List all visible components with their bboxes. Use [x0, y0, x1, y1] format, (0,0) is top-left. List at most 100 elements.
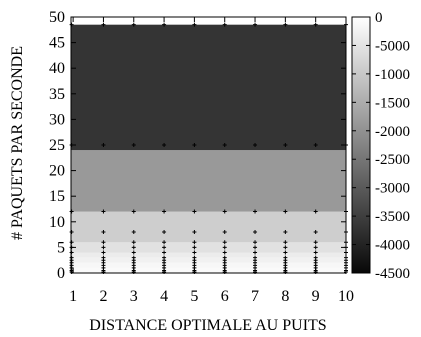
- y-tick-label: 15: [49, 188, 65, 205]
- sample-point: [101, 240, 106, 245]
- sample-point: [192, 22, 197, 27]
- sample-point: [131, 209, 136, 214]
- sample-point: [101, 245, 106, 250]
- colorbar-scale: [351, 16, 371, 274]
- sample-point: [69, 250, 74, 255]
- sample-point: [313, 245, 318, 250]
- heatmap-band: [71, 24, 346, 151]
- x-tick-label: 7: [251, 288, 259, 305]
- sample-point: [283, 22, 288, 27]
- y-tick-label: 30: [49, 111, 65, 128]
- colorbar-tick-label: -5000: [375, 38, 410, 54]
- heatmap-band: [71, 252, 346, 258]
- sample-point: [131, 143, 136, 147]
- sample-point: [222, 143, 227, 147]
- sample-point: [283, 240, 288, 245]
- sample-point: [283, 250, 288, 255]
- heatmap-band: [71, 262, 346, 268]
- sample-point: [192, 245, 197, 250]
- y-tick-label: 45: [49, 35, 65, 52]
- sample-point: [283, 245, 288, 250]
- sample-point: [222, 240, 227, 245]
- sample-point: [313, 230, 318, 235]
- y-tick-label: 10: [49, 214, 65, 231]
- heatmap-band: [71, 211, 346, 243]
- sample-point: [283, 230, 288, 235]
- sample-point: [253, 230, 258, 235]
- sample-point: [192, 255, 197, 260]
- x-tick-label: 2: [99, 288, 107, 305]
- colorbar-tick-label: -3000: [375, 181, 410, 197]
- sample-point: [222, 22, 227, 27]
- x-axis-ticks: 1 2 3 4 5 6 7 8 9 10: [69, 17, 354, 305]
- sample-point: [192, 143, 197, 147]
- sample-point: [101, 22, 106, 27]
- sample-point: [101, 250, 106, 255]
- sample-point: [313, 240, 318, 245]
- colorbar-tick-label: -2000: [375, 124, 410, 140]
- sample-point: [101, 143, 106, 147]
- sample-point: [131, 230, 136, 235]
- y-tick-label: 20: [49, 163, 65, 180]
- sample-point: [313, 22, 318, 27]
- sample-point: [192, 250, 197, 255]
- sample-point: [131, 22, 136, 27]
- sample-point: [131, 255, 136, 260]
- sample-point: [162, 255, 167, 260]
- sample-point: [253, 250, 258, 255]
- x-tick-label: 5: [190, 288, 198, 305]
- sample-point: [222, 255, 227, 260]
- y-tick-label: 40: [49, 60, 65, 77]
- sample-point: [313, 255, 318, 260]
- sample-point: [69, 22, 74, 27]
- heatmap-band: [71, 242, 346, 253]
- y-tick-label: 35: [49, 86, 65, 103]
- sample-point: [222, 250, 227, 255]
- colorbar: 0 -5000 -1000 -1500 -2000 -2500 -3000 -3500 -400…: [351, 10, 410, 282]
- sample-point: [69, 240, 74, 245]
- y-tick-label: 0: [57, 265, 65, 282]
- sample-point: [101, 209, 106, 214]
- sample-point: [283, 255, 288, 260]
- colorbar-tick-label: -2500: [375, 152, 410, 168]
- y-tick-label: 5: [57, 239, 65, 256]
- y-axis-ticks: 0 5 10 15 20 25 30 35 40 45 50: [49, 9, 346, 282]
- colorbar-tick-label: 0: [375, 10, 383, 26]
- x-tick-label: 3: [130, 288, 138, 305]
- sample-point: [162, 22, 167, 27]
- y-tick-label: 25: [49, 137, 65, 154]
- sample-point: [313, 143, 318, 147]
- y-axis-label: # PAQUETS PAR SECONDE: [9, 46, 26, 240]
- sample-point: [162, 245, 167, 250]
- sample-point: [253, 245, 258, 250]
- sample-point: [283, 143, 288, 147]
- sample-point: [162, 250, 167, 255]
- sample-point: [253, 22, 258, 27]
- sample-point: [162, 143, 167, 147]
- x-tick-label: 8: [281, 288, 289, 305]
- sample-point: [162, 240, 167, 245]
- sample-point: [101, 255, 106, 260]
- colorbar-tick-label: -1500: [375, 95, 410, 111]
- sample-point: [69, 230, 74, 235]
- x-tick-label: 9: [312, 288, 320, 305]
- sample-point: [162, 230, 167, 235]
- heatmap-band: [71, 257, 346, 263]
- colorbar-tick-label: -4500: [375, 266, 410, 282]
- y-tick-label: 50: [49, 9, 65, 26]
- sample-point: [69, 209, 74, 214]
- sample-point: [253, 255, 258, 260]
- colorbar-tick-label: -1000: [375, 67, 410, 83]
- sample-point: [192, 209, 197, 214]
- sample-point: [313, 250, 318, 255]
- heatmap-band: [71, 150, 346, 212]
- sample-point: [253, 209, 258, 214]
- sample-point: [192, 240, 197, 245]
- sample-point: [253, 240, 258, 245]
- heatmap-band: [71, 267, 346, 273]
- sample-point: [222, 230, 227, 235]
- sample-point: [283, 209, 288, 214]
- x-tick-label: 1: [69, 288, 77, 305]
- x-tick-label: 10: [338, 288, 354, 305]
- sample-point: [101, 230, 106, 235]
